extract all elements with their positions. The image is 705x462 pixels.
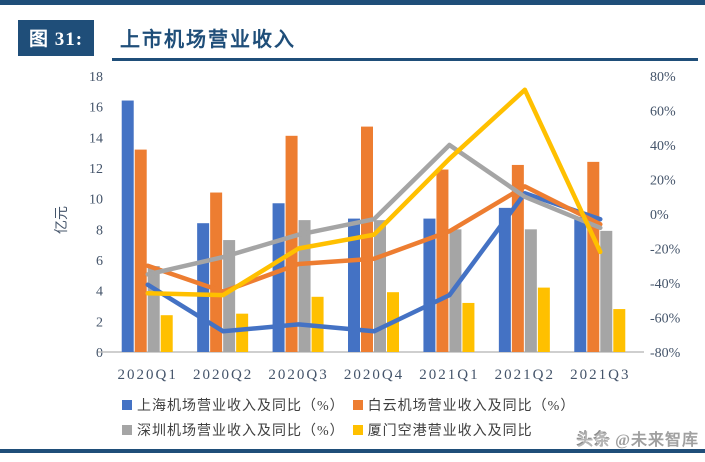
page-title: 上市机场营业收入 — [120, 29, 296, 51]
left-axis-tick: 2 — [96, 315, 103, 330]
title-underline — [112, 58, 698, 61]
right-axis-tick: 80% — [650, 70, 676, 85]
bar-上海机场营业收入-2021Q2 — [498, 207, 511, 352]
bar-上海机场营业收入-2021Q3 — [574, 217, 587, 352]
x-axis-label: 2021Q1 — [419, 367, 479, 383]
bar-深圳机场营业收入-2021Q2 — [524, 229, 537, 352]
right-axis-tick: 0% — [650, 208, 669, 223]
left-axis-tick: 6 — [96, 254, 103, 269]
chart-area: 0 2 4 6 8 10 12 14 16 18 亿元 80% 60% 40% 20% 0% -20% -40% -… — [0, 62, 705, 397]
bar-白云机场营业收入-2021Q2 — [511, 164, 524, 352]
left-axis-tick: 12 — [89, 162, 103, 177]
watermark-handle: @未来智库 — [615, 432, 699, 449]
left-axis-title: 亿元 — [54, 206, 70, 234]
right-axis-tick: 20% — [650, 174, 676, 189]
watermark: 头条 @未来智库 — [573, 426, 699, 450]
bar-厦门空港营业收入-2021Q2 — [537, 287, 550, 352]
legend-swatch-icon — [352, 400, 363, 410]
legend-swatch-icon — [122, 425, 132, 435]
bar-白云机场营业收入-2020Q1 — [134, 149, 147, 352]
legend-swatch-icon — [122, 400, 132, 410]
bar-厦门空港营业收入-2021Q1 — [462, 302, 475, 352]
line-白云机场同比（%） — [145, 184, 603, 294]
legend-row: 深圳机场营业收入及同比（%） 厦门空港营业收入及同比 — [122, 420, 682, 440]
left-axis-tick: 4 — [96, 285, 103, 300]
x-axis-label: 2020Q1 — [118, 367, 178, 383]
bottom-accent-bar — [0, 449, 705, 453]
bar-厦门空港营业收入-2020Q1 — [160, 315, 173, 352]
watermark-logo: 头条 — [577, 432, 612, 449]
right-axis-tick: -80% — [650, 346, 681, 361]
bar-深圳机场营业收入-2020Q1 — [147, 266, 160, 352]
combo-chart: 0 2 4 6 8 10 12 14 16 18 亿元 80% 60% 40% 20% 0% -20% -40% -… — [54, 70, 681, 383]
legend-label: 厦门空港营业收入及同比 — [367, 424, 533, 439]
legend-item: 白云机场营业收入及同比（%） — [352, 395, 576, 415]
bar-上海机场营业收入-2021Q1 — [423, 218, 436, 352]
bar-白云机场营业收入-2020Q4 — [361, 126, 373, 352]
left-axis-tick: 10 — [89, 193, 103, 208]
top-accent-bar — [0, 0, 705, 5]
x-axis-label: 2020Q3 — [268, 367, 328, 383]
bar-白云机场营业收入-2021Q1 — [436, 169, 449, 352]
bar-上海机场营业收入-2020Q4 — [348, 218, 360, 352]
bar-深圳机场营业收入-2020Q3 — [298, 220, 311, 352]
bar-深圳机场营业收入-2020Q4 — [374, 220, 386, 352]
legend-label: 深圳机场营业收入及同比（%） — [137, 424, 345, 439]
left-axis-tick: 8 — [96, 223, 103, 238]
legend-item: 深圳机场营业收入及同比（%） — [122, 420, 345, 440]
right-axis-tick: -40% — [650, 277, 681, 292]
x-axis-label: 2021Q2 — [495, 367, 555, 383]
bar-厦门空港营业收入-2021Q3 — [613, 309, 626, 352]
legend-item: 上海机场营业收入及同比（%） — [122, 395, 345, 415]
legend-label: 白云机场营业收入及同比（%） — [367, 399, 576, 414]
line-厦门空港同比（%） — [145, 87, 603, 298]
legend-item: 厦门空港营业收入及同比 — [352, 420, 533, 440]
legend-row: 上海机场营业收入及同比（%） 白云机场营业收入及同比（%） — [122, 395, 682, 415]
left-axis-tick: 16 — [89, 101, 103, 116]
bar-深圳机场营业收入-2021Q3 — [600, 230, 613, 352]
bar-白云机场营业收入-2020Q2 — [210, 192, 223, 352]
left-axis-tick: 18 — [89, 70, 103, 85]
x-axis-label: 2020Q2 — [193, 367, 253, 383]
right-axis-tick: 40% — [650, 139, 676, 154]
left-axis-tick: 14 — [89, 131, 103, 146]
left-axis-tick: 0 — [96, 346, 103, 361]
x-axis-label: 2021Q3 — [570, 367, 630, 383]
bar-白云机场营业收入-2020Q3 — [285, 135, 298, 352]
right-axis-tick: -20% — [650, 243, 681, 258]
legend-label: 上海机场营业收入及同比（%） — [137, 399, 345, 414]
legend-swatch-icon — [352, 425, 363, 435]
title-row: 图 31: 上市机场营业收入 — [0, 20, 705, 62]
line-深圳机场同比（%） — [145, 142, 603, 277]
bar-厦门空港营业收入-2020Q2 — [236, 313, 249, 352]
chart-legend: 上海机场营业收入及同比（%） 白云机场营业收入及同比（%） 深圳机场营业收入及同比（… — [122, 395, 682, 440]
bar-白云机场营业收入-2021Q3 — [587, 161, 600, 352]
figure-number-badge: 图 31: — [18, 20, 95, 56]
right-axis-tick: 60% — [650, 105, 676, 120]
x-axis-label: 2020Q4 — [344, 367, 404, 383]
bar-深圳机场营业收入-2020Q2 — [223, 240, 236, 352]
bar-上海机场营业收入-2020Q1 — [121, 100, 134, 353]
right-axis-tick: -60% — [650, 312, 681, 327]
bar-上海机场营业收入-2020Q3 — [272, 203, 285, 352]
line-上海机场同比（%） — [145, 191, 603, 334]
